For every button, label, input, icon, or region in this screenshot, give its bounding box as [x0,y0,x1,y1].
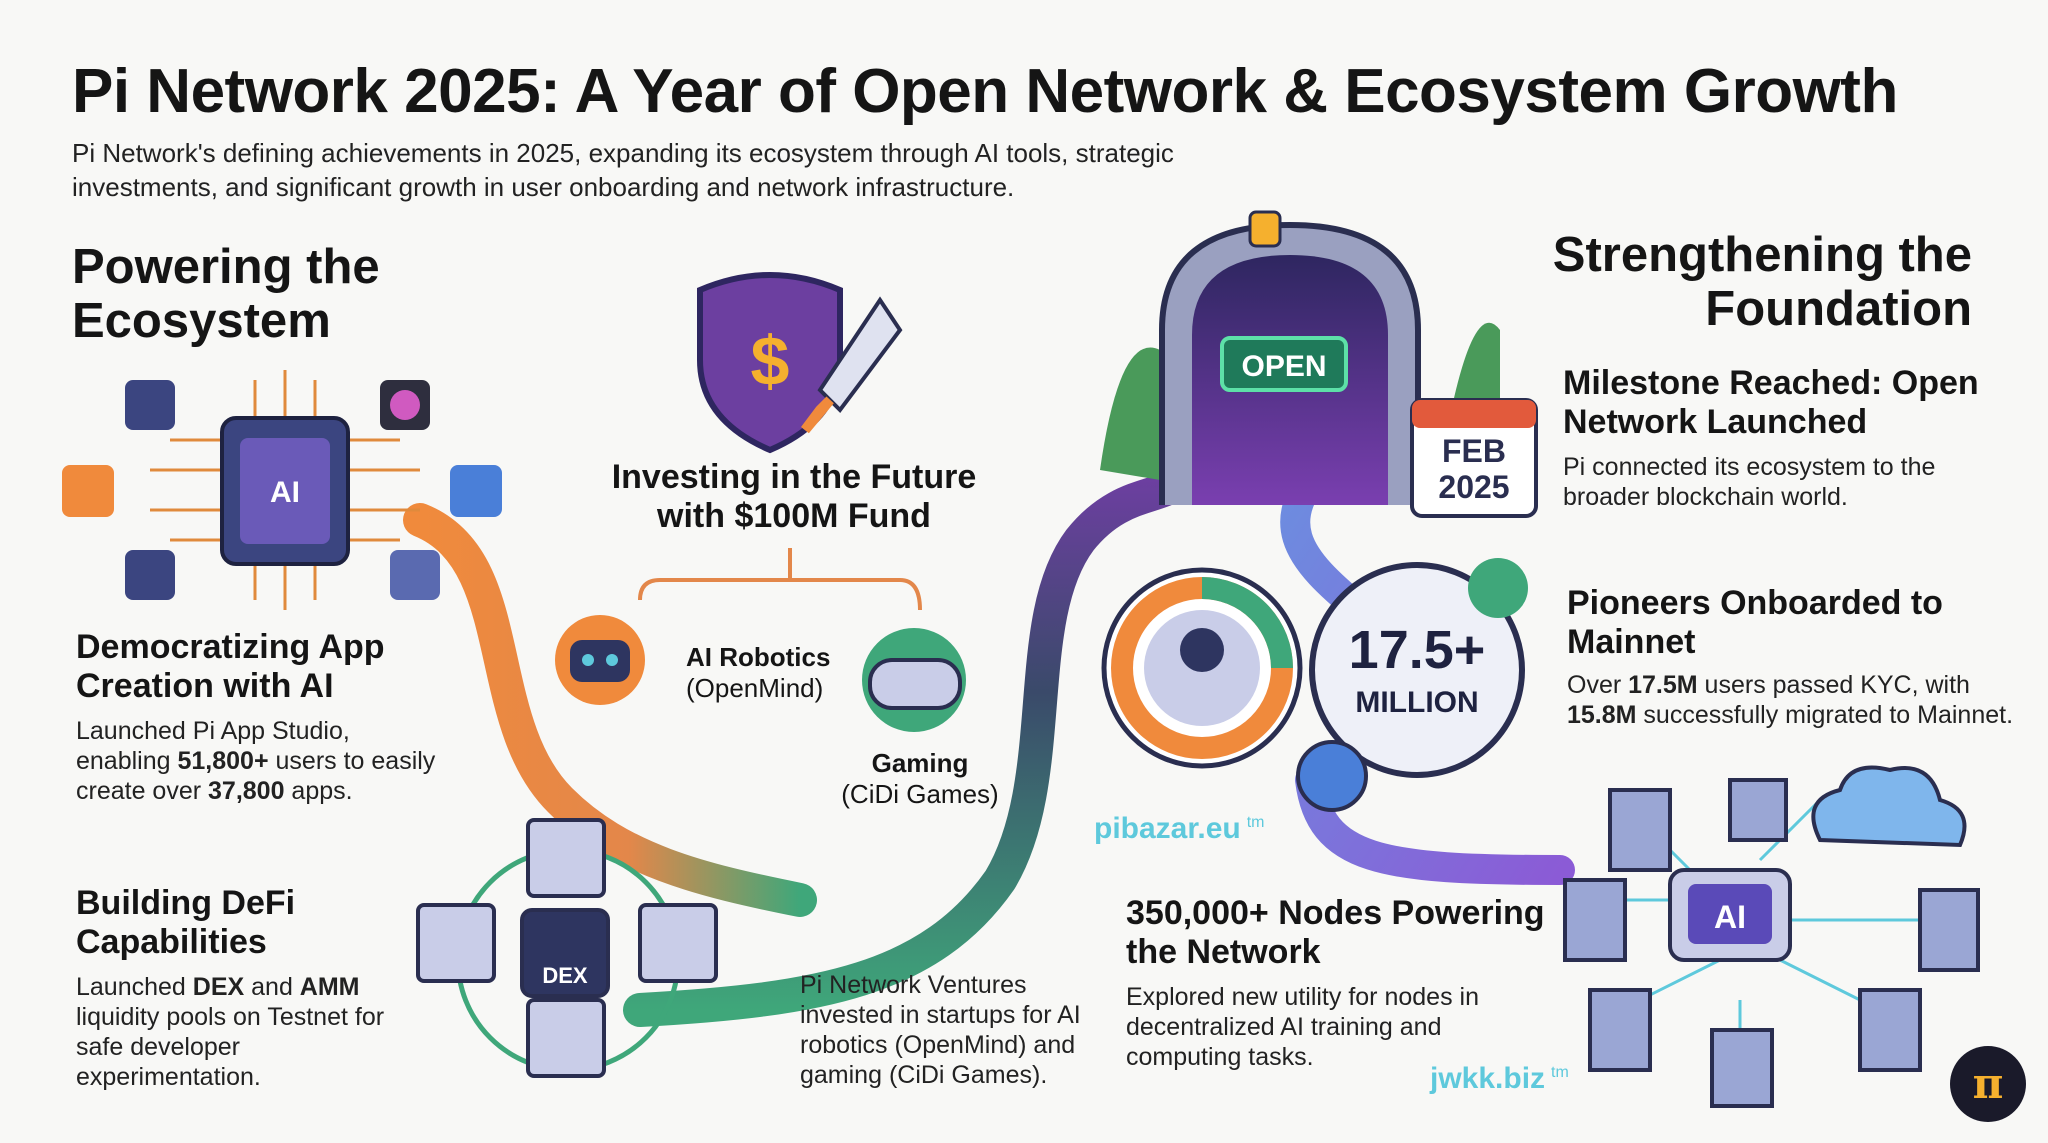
dex-cubes-icon [416,818,718,1078]
pi-logo: π [1950,1046,2026,1122]
node-chip-label: AI [1714,899,1746,935]
app-creation-heading: Democratizing App Creation with AI [76,628,385,705]
section-title-ecosystem: Powering the Ecosystem [72,240,380,348]
nodes-heading: 350,000+ Nodes Powering the Network [1126,894,1545,971]
ai-brain-chip-icon [62,370,502,610]
defi-body: Launched DEX and AMM liquidity pools on … [76,973,385,1091]
gaming-label: Gaming (CiDi Games) [841,748,999,809]
flow-path-green [623,463,1197,1027]
section-title-foundation: Strengthening the Foundation [1552,228,1972,336]
page-title: Pi Network 2025: A Year of Open Network … [72,57,1898,126]
globe-icon [1296,740,1368,812]
flow-path-orange [403,503,817,917]
pioneers-heading: Pioneers Onboarded to Mainnet [1567,584,1943,661]
app-creation-body: Launched Pi App Studio, enabling 51,800+… [76,717,436,805]
dex-label: DEX [542,963,588,988]
fund-heading: Investing in the Future with $100M Fund [611,458,977,535]
dollar-shield-icon: $ [697,272,843,454]
milestone-body: Pi connected its ecosystem to the broade… [1563,453,1936,511]
watermark-pibazar: pibazar.eu tm [1094,812,1265,845]
server-nodes-icon [1563,778,1980,1108]
user-icon [1468,558,1528,618]
svg-text:π: π [1973,1059,2004,1108]
million-badge [1309,562,1525,778]
app-chip-label: AI [270,476,300,509]
watermark-jwkk: jwkk.biz tm [1430,1062,1569,1095]
branch-connector [638,548,922,611]
nodes-body: Explored new utility for nodes in decent… [1126,983,1479,1071]
robot-icon [555,615,645,705]
page-subtitle: Pi Network's defining achievements in 20… [72,138,1174,202]
robotics-label: AI Robotics (OpenMind) [686,642,831,703]
user-donut-icon [1101,567,1303,769]
svg-text:$: $ [751,322,790,400]
pioneers-body: Over 17.5M users passed KYC, with 15.8M … [1567,671,2014,729]
calendar-year: 2025 [1438,469,1509,505]
calendar-icon [1410,398,1538,518]
calendar-month: FEB [1442,433,1506,469]
open-sign-label: OPEN [1241,350,1326,383]
ventures-body: Pi Network Ventures invested in startups… [800,971,1081,1089]
cloud-upload-icon [1811,765,1967,848]
rocket-icon [801,296,903,434]
milestone-heading: Milestone Reached: Open Network Launched [1563,364,1979,441]
defi-heading: Building DeFi Capabilities [76,884,296,961]
big-unit: MILLION [1355,686,1478,719]
ai-node-chip-icon [1668,868,1792,962]
gamepad-icon [862,628,966,732]
big-number: 17.5+ [1349,620,1486,680]
